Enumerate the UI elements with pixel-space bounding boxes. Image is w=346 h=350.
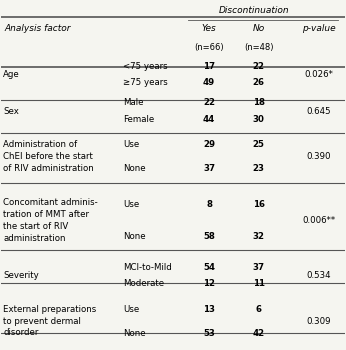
Text: Use: Use <box>123 200 139 209</box>
Text: 12: 12 <box>203 279 215 288</box>
Text: 42: 42 <box>253 329 265 338</box>
Text: Moderate: Moderate <box>123 279 164 288</box>
Text: Use: Use <box>123 140 139 149</box>
Text: 6: 6 <box>256 304 262 314</box>
Text: 37: 37 <box>203 164 215 173</box>
Text: 25: 25 <box>253 140 265 149</box>
Text: p-value: p-value <box>302 24 336 33</box>
Text: (n=48): (n=48) <box>244 43 274 51</box>
Text: No: No <box>253 24 265 33</box>
Text: Sex: Sex <box>3 106 19 116</box>
Text: 53: 53 <box>203 329 215 338</box>
Text: 26: 26 <box>253 78 265 87</box>
Text: Severity: Severity <box>3 271 39 280</box>
Text: None: None <box>123 164 146 173</box>
Text: 29: 29 <box>203 140 215 149</box>
Text: 30: 30 <box>253 114 265 124</box>
Text: 16: 16 <box>253 200 265 209</box>
Text: 8: 8 <box>206 200 212 209</box>
Text: 32: 32 <box>253 232 265 241</box>
Text: Male: Male <box>123 98 144 107</box>
Text: 0.309: 0.309 <box>307 317 331 326</box>
Text: 0.534: 0.534 <box>307 271 331 280</box>
Text: MCI-to-Mild: MCI-to-Mild <box>123 263 172 272</box>
Text: Age: Age <box>3 70 20 79</box>
Text: 18: 18 <box>253 98 265 107</box>
Text: 58: 58 <box>203 232 215 241</box>
Text: 0.026*: 0.026* <box>304 70 333 79</box>
Text: 17: 17 <box>203 62 215 71</box>
Text: 37: 37 <box>253 263 265 272</box>
Text: 11: 11 <box>253 279 265 288</box>
Text: 49: 49 <box>203 78 215 87</box>
Text: Discontinuation: Discontinuation <box>219 6 290 15</box>
Text: 22: 22 <box>253 62 265 71</box>
Text: None: None <box>123 329 146 338</box>
Text: 54: 54 <box>203 263 215 272</box>
Text: Concomitant adminis-
tration of MMT after
the start of RIV
administration: Concomitant adminis- tration of MMT afte… <box>3 198 98 243</box>
Text: Female: Female <box>123 114 154 124</box>
Text: Analysis factor: Analysis factor <box>5 24 71 33</box>
Text: None: None <box>123 232 146 241</box>
Text: Administration of
ChEI before the start
of RIV administration: Administration of ChEI before the start … <box>3 140 94 173</box>
Text: 13: 13 <box>203 304 215 314</box>
Text: Use: Use <box>123 304 139 314</box>
Text: 44: 44 <box>203 114 215 124</box>
Text: 23: 23 <box>253 164 265 173</box>
Text: 0.390: 0.390 <box>307 152 331 161</box>
Text: 0.645: 0.645 <box>307 106 331 116</box>
Text: (n=66): (n=66) <box>194 43 224 51</box>
Text: <75 years: <75 years <box>123 62 168 71</box>
Text: External preparations
to prevent dermal
disorder: External preparations to prevent dermal … <box>3 305 96 337</box>
Text: 22: 22 <box>203 98 215 107</box>
Text: ≥75 years: ≥75 years <box>123 78 168 87</box>
Text: 0.006**: 0.006** <box>302 216 335 225</box>
Text: Yes: Yes <box>202 24 216 33</box>
